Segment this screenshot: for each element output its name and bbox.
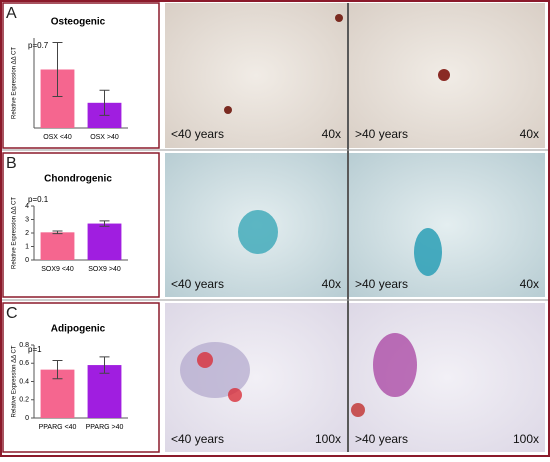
- micrograph: [349, 153, 545, 297]
- micrographs: [165, 3, 545, 452]
- stain: [414, 228, 442, 276]
- stain: [197, 352, 213, 368]
- magnification-label: 100x: [513, 432, 539, 446]
- age-label: >40 years: [355, 277, 408, 291]
- bar: [87, 365, 122, 418]
- stain: [438, 69, 450, 81]
- stain: [228, 388, 242, 402]
- p-value: p=1: [28, 345, 42, 354]
- y-tick-label: 0.4: [19, 378, 29, 385]
- y-tick-label: 4: [25, 203, 29, 210]
- y-axis-label: Relative Expression ΔΔ CT: [12, 197, 18, 269]
- p-value: p=0.7: [28, 41, 49, 50]
- age-label: <40 years: [171, 432, 224, 446]
- stain: [238, 210, 278, 254]
- stain: [373, 333, 417, 397]
- y-tick-label: 0: [25, 415, 29, 422]
- panel-border: [2, 152, 160, 298]
- age-label: <40 years: [171, 277, 224, 291]
- panel-letter: A: [6, 5, 17, 22]
- chart-title: Chondrogenic: [44, 174, 112, 185]
- chart-title: Osteogenic: [51, 17, 106, 28]
- bar: [40, 232, 75, 260]
- micrograph: [165, 3, 347, 148]
- panel-border: [2, 302, 160, 453]
- y-tick-label: 0: [25, 257, 29, 264]
- x-tick-label: PPARG >40: [86, 424, 124, 431]
- magnification-label: 40x: [520, 277, 539, 291]
- x-tick-label: PPARG <40: [39, 424, 77, 431]
- error-bar: [52, 230, 63, 235]
- magnification-label: 100x: [315, 432, 341, 446]
- stain: [335, 14, 343, 22]
- y-tick-label: 2: [25, 230, 29, 237]
- y-tick-label: 0.8: [19, 342, 29, 349]
- x-tick-label: OSX <40: [43, 134, 72, 141]
- y-tick-label: 3: [25, 216, 29, 223]
- x-tick-label: OSX >40: [90, 134, 119, 141]
- age-label: >40 years: [355, 432, 408, 446]
- magnification-label: 40x: [322, 277, 341, 291]
- age-label: <40 years: [171, 127, 224, 141]
- magnification-label: 40x: [322, 127, 341, 141]
- error-bar: [52, 42, 63, 97]
- panel-letter: C: [6, 305, 18, 322]
- x-tick-label: SOX9 <40: [41, 266, 74, 273]
- stain: [351, 403, 365, 417]
- stain: [224, 106, 232, 114]
- bar: [87, 223, 122, 260]
- y-axis-label: Relative Expression ΔΔ CT: [12, 47, 18, 119]
- error-bar: [52, 360, 63, 380]
- magnification-label: 40x: [520, 127, 539, 141]
- error-bar: [99, 220, 110, 227]
- chart-title: Adipogenic: [51, 324, 106, 335]
- y-axis-label: Relative Expression ΔΔ CT: [12, 345, 18, 417]
- p-value: p=0.1: [28, 195, 49, 204]
- y-tick-label: 0.6: [19, 360, 29, 367]
- y-tick-label: 0.2: [19, 397, 29, 404]
- age-label: >40 years: [355, 127, 408, 141]
- panel-letter: B: [6, 155, 17, 172]
- error-bar: [99, 89, 110, 116]
- x-tick-label: SOX9 >40: [88, 266, 121, 273]
- stain: [180, 342, 250, 398]
- panel-border: [2, 2, 160, 149]
- error-bar: [99, 356, 110, 374]
- y-tick-label: 1: [25, 243, 29, 250]
